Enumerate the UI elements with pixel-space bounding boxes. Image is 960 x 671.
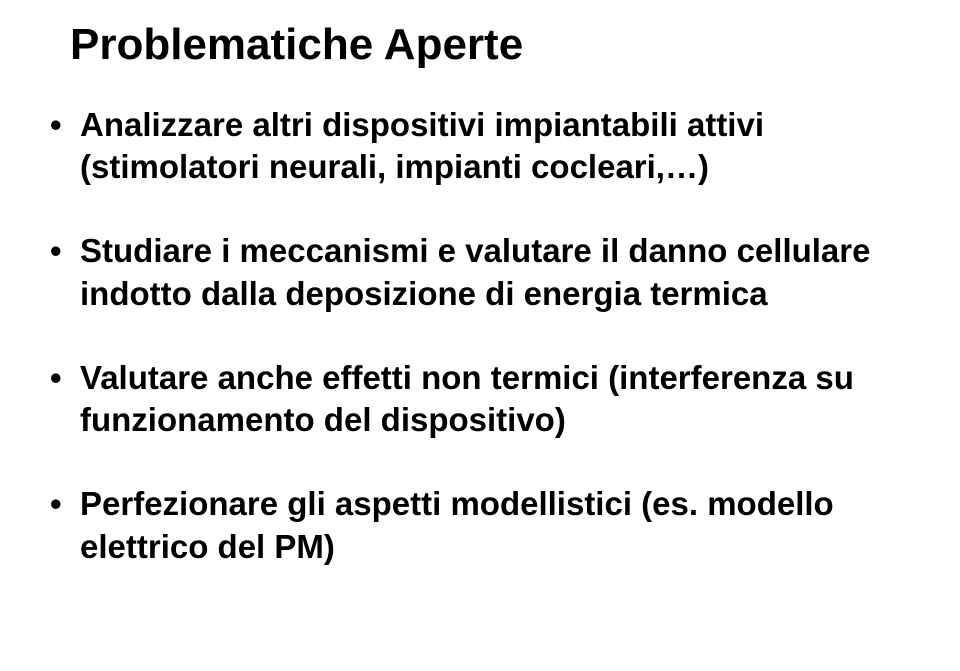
- bullet-text: Studiare i meccanismi e valutare il dann…: [80, 232, 871, 311]
- bullet-item: Analizzare altri dispositivi impiantabil…: [50, 104, 910, 188]
- slide: Problematiche Aperte Analizzare altri di…: [0, 0, 960, 671]
- bullet-text: Analizzare altri dispositivi impiantabil…: [80, 106, 764, 185]
- bullet-text: Perfezionare gli aspetti modellistici (e…: [80, 485, 834, 564]
- bullet-list: Analizzare altri dispositivi impiantabil…: [50, 104, 910, 568]
- bullet-item: Valutare anche effetti non termici (inte…: [50, 357, 910, 441]
- bullet-item: Perfezionare gli aspetti modellistici (e…: [50, 483, 910, 567]
- bullet-text: Valutare anche effetti non termici (inte…: [80, 359, 854, 438]
- bullet-item: Studiare i meccanismi e valutare il dann…: [50, 230, 910, 314]
- slide-title: Problematiche Aperte: [70, 20, 910, 70]
